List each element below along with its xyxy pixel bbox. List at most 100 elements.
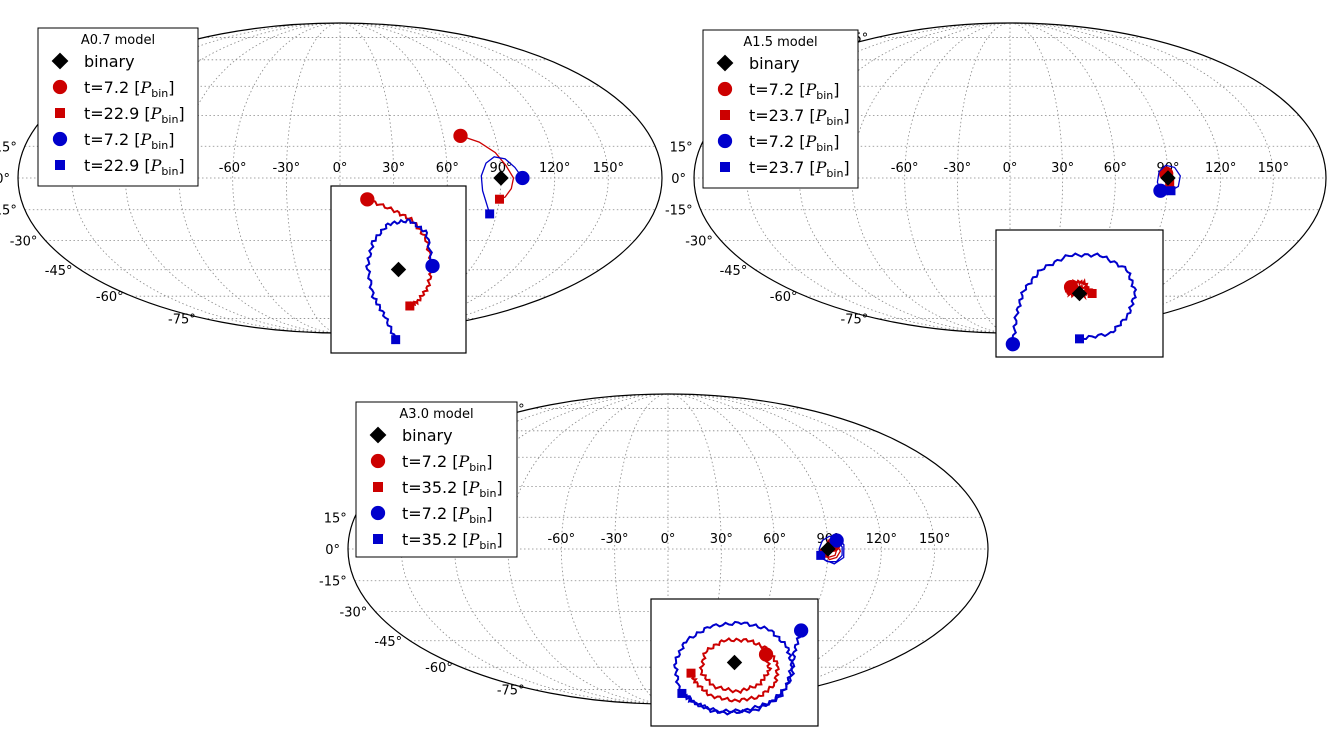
- lon-tick-label: 60°: [436, 161, 459, 176]
- lat-tick-label: 15°: [324, 511, 347, 526]
- legend-entry-text: t=35.2: [402, 530, 457, 549]
- lon-tick-label: 150°: [1258, 161, 1289, 176]
- inset-start-marker: [758, 647, 774, 662]
- legend-entry-text: t=7.2: [402, 504, 447, 523]
- lon-tick-label: 30°: [710, 532, 733, 547]
- legend-entry-text: t=23.7: [749, 158, 804, 177]
- lon-tick-label: 120°: [539, 161, 570, 176]
- legend-entry-text: binary: [402, 426, 453, 445]
- legend-entry-label: binary: [749, 54, 800, 73]
- trajectories: [453, 128, 530, 219]
- trajectory-line: [1156, 164, 1181, 192]
- meridian-line: [1009, 22, 1169, 334]
- trajectory-line: [818, 535, 845, 565]
- lon-tick-label: -60°: [891, 161, 919, 176]
- legend-entry-text: t=7.2: [402, 452, 447, 471]
- legend-entry-label: t=7.2 [Pbin]: [749, 80, 839, 102]
- trajectory-start-marker: [1153, 183, 1168, 198]
- lon-tick-label: 90°: [489, 161, 512, 176]
- trajectory-end-marker: [1166, 186, 1176, 196]
- inset-start-marker: [1005, 337, 1021, 352]
- inset-start-marker: [793, 623, 809, 638]
- trajectories: [816, 533, 845, 565]
- legend-title: A0.7 model: [81, 33, 155, 48]
- lon-tick-label: 120°: [866, 532, 897, 547]
- lon-tick-label: 120°: [1205, 161, 1236, 176]
- legend-entry-text: binary: [84, 52, 135, 71]
- lon-tick-label: -30°: [601, 532, 629, 547]
- lat-tick-label: 15°: [0, 140, 17, 155]
- inset-start-marker: [425, 258, 440, 274]
- lon-tick-label: 30°: [382, 161, 405, 176]
- zoom-inset: [650, 598, 819, 727]
- legend-entry-unit: [Pbin]: [794, 80, 839, 102]
- lon-tick-label: 0°: [333, 161, 348, 176]
- lat-tick-label: 15°: [670, 140, 693, 155]
- legend-marker: [52, 131, 68, 147]
- lat-tick-label: -45°: [45, 264, 73, 279]
- lat-tick-label: -30°: [340, 606, 368, 621]
- inset-trajectory-line: [366, 198, 435, 308]
- legend-marker: [52, 79, 68, 95]
- legend-marker: [720, 110, 730, 120]
- legend-entry-label: t=7.2 [Pbin]: [402, 504, 492, 526]
- inset-trajectory-line: [688, 637, 780, 703]
- panel-a0-7: -60°-30°0°30°60°90°120°150°75°60°15°0°-1…: [0, 22, 663, 354]
- inset-binary-marker: [1071, 285, 1088, 302]
- lat-tick-label: 0°: [325, 543, 340, 558]
- legend-marker: [55, 160, 65, 170]
- binary-marker: [1160, 170, 1176, 186]
- lat-tick-label: -75°: [841, 312, 869, 327]
- legend-entry-unit: [Pbin]: [457, 530, 502, 552]
- legend-frame: [37, 27, 199, 187]
- panel-a1-5: -60°-30°0°30°60°90°120°150°75°60°15°0°-1…: [665, 22, 1327, 358]
- trajectory-start-marker: [453, 128, 468, 143]
- legend-title: A1.5 model: [743, 35, 817, 50]
- lat-tick-label: -45°: [720, 264, 748, 279]
- meridian-line: [285, 22, 341, 334]
- legend-frame: [355, 401, 518, 558]
- legend-marker: [373, 482, 383, 492]
- lon-tick-label: 30°: [1051, 161, 1074, 176]
- lon-tick-label: -30°: [943, 161, 971, 176]
- trajectory-line: [460, 135, 515, 200]
- lat-tick-label: -75°: [168, 312, 196, 327]
- meridian-line: [1009, 22, 1222, 334]
- legend-marker: [716, 54, 734, 72]
- legend-entry-label: t=23.7 [Pbin]: [749, 106, 850, 128]
- lon-tick-label: -60°: [547, 532, 575, 547]
- binary-marker: [820, 541, 836, 557]
- inset-end-marker: [686, 668, 696, 678]
- legend-marker: [717, 81, 733, 97]
- legend-frame: [702, 29, 859, 189]
- legend-marker: [369, 426, 387, 444]
- meridian-line: [956, 22, 1011, 334]
- inset-end-marker: [391, 335, 401, 345]
- lat-tick-label: -75°: [497, 683, 525, 698]
- inset-trajectory-line: [673, 620, 802, 716]
- legend-marker: [720, 162, 730, 172]
- lat-tick-label: -60°: [770, 290, 798, 305]
- inset-end-marker: [677, 688, 687, 698]
- legend-marker: [51, 52, 69, 70]
- legend-entry-unit: [Pbin]: [447, 504, 492, 526]
- lon-tick-label: 0°: [661, 532, 676, 547]
- meridian-line: [851, 22, 1011, 334]
- trajectory-line: [480, 156, 524, 215]
- meridian-line: [232, 22, 341, 334]
- trajectory-end-marker: [494, 194, 504, 204]
- legend-marker: [370, 453, 386, 469]
- meridian-line: [560, 393, 669, 705]
- lon-tick-label: 150°: [593, 161, 624, 176]
- inset-trajectory-line: [1011, 252, 1138, 345]
- lon-tick-label: -30°: [272, 161, 300, 176]
- lat-tick-label: -30°: [685, 235, 713, 250]
- lat-tick-label: 0°: [671, 172, 686, 187]
- lon-tick-label: 60°: [763, 532, 786, 547]
- lat-tick-label: -60°: [425, 661, 453, 676]
- legend-entry-text: t=7.2: [84, 78, 129, 97]
- legend: A1.5 model binary t=7.2 [Pbin] t=23.7 [Pbin…: [702, 29, 859, 189]
- legend-entry-text: t=23.7: [749, 106, 804, 125]
- legend-entry-text: t=22.9: [84, 104, 139, 123]
